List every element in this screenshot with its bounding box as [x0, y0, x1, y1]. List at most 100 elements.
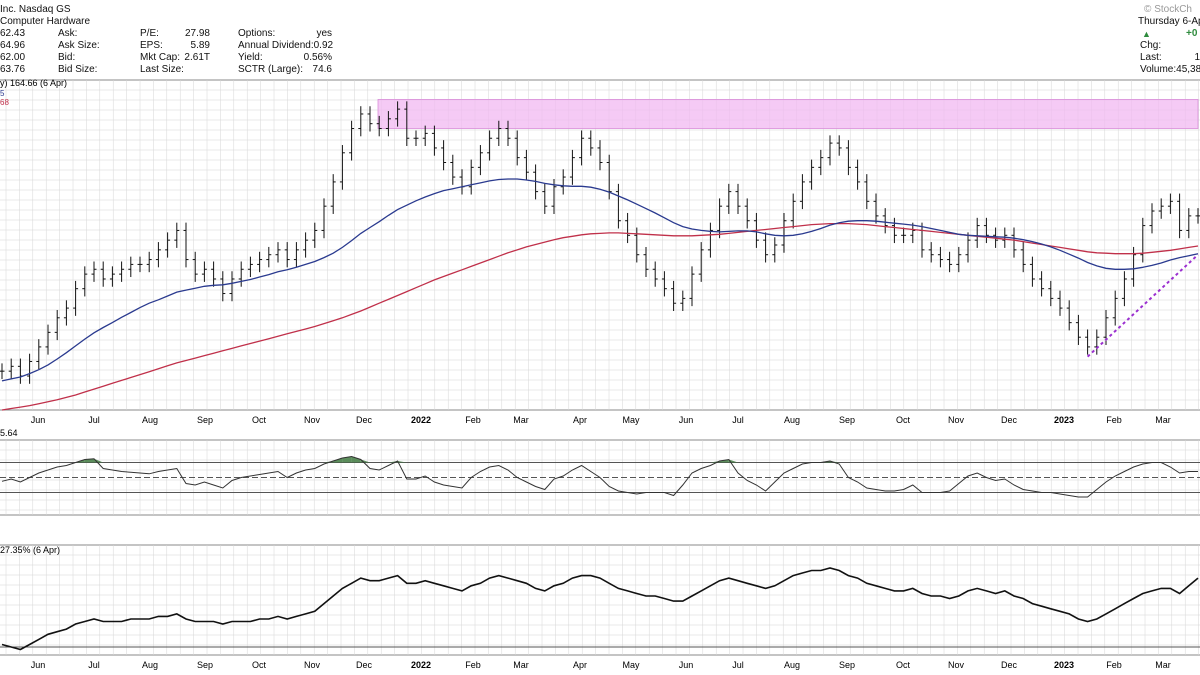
x-tick-label: 2023: [1054, 415, 1074, 425]
quote-last-value: 62.00: [0, 52, 26, 63]
x-tick-label: Nov: [304, 415, 321, 425]
rsi-legend: 5.64: [0, 428, 18, 438]
relative-line: [1, 567, 1199, 651]
x-tick-label: Jul: [88, 415, 100, 425]
up-arrow-icon: ▲: [1142, 29, 1151, 39]
x-tick-label: Oct: [896, 660, 911, 670]
extra-row: SCTR (Large): 74.6: [238, 64, 332, 76]
x-tick-label: Jul: [732, 415, 744, 425]
quote-row: 64.96 Ask Size:: [0, 40, 130, 52]
price-legend: y) 164.66 (6 Apr): [0, 78, 67, 88]
quote-block: 62.43 Ask: 64.96 Ask Size: 62.00 Bid: 63.76 Bid…: [0, 28, 130, 76]
x-tick-label: Nov: [304, 660, 321, 670]
x-tick-label: Mar: [1155, 660, 1171, 670]
moving-averages: [1, 178, 1199, 411]
right-row-value: 45,38: [1176, 64, 1200, 75]
x-tick-label: Jul: [732, 660, 744, 670]
right-row-value: 1: [1194, 52, 1200, 63]
x-tick-label: Sep: [839, 415, 855, 425]
quote-label: Ask Size:: [58, 40, 100, 51]
extra-row-value: 74.6: [312, 64, 332, 75]
x-tick-label: Dec: [1001, 415, 1018, 425]
extras-block: Options: yes Annual Dividend: 0.92 Yield: 0.5…: [238, 28, 334, 76]
relative-panel: [0, 567, 1200, 651]
x-tick-label: Sep: [197, 415, 213, 425]
x-tick-label: Oct: [896, 415, 911, 425]
right-row: Chg:: [1140, 40, 1200, 52]
fundamental-row-label: EPS:: [140, 40, 163, 51]
ma50-line: [1, 178, 1199, 382]
rsi-overbought-fill: [397, 461, 407, 463]
fundamental-row-value: 2.61T: [184, 52, 210, 63]
resistance-zone: [377, 99, 1199, 129]
x-tick-label: Nov: [948, 415, 965, 425]
right-row-label: Chg:: [1140, 40, 1162, 51]
quote-last-value: 62.43: [0, 28, 26, 39]
right-row: Volume: 45,38: [1140, 64, 1200, 76]
quote-last-value: 64.96: [0, 40, 26, 51]
quote-row: 62.00 Bid:: [0, 52, 130, 64]
quote-row: 62.43 Ask:: [0, 28, 130, 40]
x-tick-label: Jun: [31, 660, 46, 670]
quote-row: 63.76 Bid Size:: [0, 64, 130, 76]
quote-label: Bid:: [58, 52, 76, 63]
fundamental-row-label: P/E:: [140, 28, 159, 39]
extra-row: Options: yes: [238, 28, 332, 40]
x-tick-label: Aug: [142, 660, 158, 670]
x-tick-label: Dec: [356, 660, 373, 670]
extra-row-label: SCTR (Large):: [238, 64, 304, 75]
fundamentals-block: P/E: 27.98 EPS: 5.89 Mkt Cap: 2.61T Last Size:: [140, 28, 210, 76]
extra-row: Annual Dividend: 0.92: [238, 40, 334, 52]
fundamental-row: EPS: 5.89: [140, 40, 210, 52]
x-tick-label: 2023: [1054, 660, 1074, 670]
x-tick-label: Nov: [948, 660, 965, 670]
quote-label: Ask:: [58, 28, 78, 39]
resistance-rect: [377, 99, 1199, 129]
extra-row-label: Yield:: [238, 52, 263, 63]
rsi-line: [1, 455, 1198, 498]
ma200-line: [1, 222, 1199, 411]
x-tick-label: Mar: [513, 415, 529, 425]
x-tick-label: Aug: [142, 415, 158, 425]
x-tick-label: Sep: [839, 660, 855, 670]
x-tick-label: Jun: [679, 415, 694, 425]
quote-label: Bid Size:: [58, 64, 98, 75]
x-tick-label: Sep: [197, 660, 213, 670]
right-quote-block: Chg: Last: 1 Volume: 45,38: [1140, 40, 1200, 76]
extra-row-label: Options:: [238, 28, 276, 39]
rsi-overbought-fill: [728, 459, 738, 463]
extra-row-label: Annual Dividend:: [238, 40, 314, 51]
x-tick-label: Oct: [252, 660, 267, 670]
x-tick-label: Jul: [88, 660, 100, 670]
x-tick-label: Apr: [573, 415, 587, 425]
x-tick-label: 2022: [411, 415, 431, 425]
fundamental-row-value: 5.89: [190, 40, 210, 51]
x-tick-label: Feb: [1106, 660, 1122, 670]
x-tick-label: Apr: [573, 660, 587, 670]
extra-row-value: 0.92: [313, 40, 334, 51]
change-value: +0: [1186, 28, 1198, 39]
x-tick-label: Mar: [513, 660, 529, 670]
x-tick-label: May: [622, 660, 640, 670]
price-series: [0, 101, 1200, 384]
support-trendline: [1086, 253, 1199, 358]
right-row-label: Volume:: [1140, 64, 1177, 75]
ma-long-legend: 68: [0, 98, 9, 107]
x-tick-label: Aug: [784, 660, 800, 670]
x-tick-label: May: [622, 415, 640, 425]
x-tick-label: Oct: [252, 415, 267, 425]
rsi-overbought-fill: [351, 456, 361, 463]
x-tick-label: Aug: [784, 415, 800, 425]
fundamental-row-value: 27.98: [184, 28, 210, 39]
fundamental-row-label: Mkt Cap:: [140, 52, 181, 63]
x-tick-label: Mar: [1155, 415, 1171, 425]
rsi-panel: [0, 455, 1200, 498]
right-row: Last: 1: [1140, 52, 1200, 64]
watermark: © StockCh: [1144, 4, 1192, 15]
fundamental-row: Last Size:: [140, 64, 210, 76]
trendline: [1086, 253, 1199, 358]
fundamental-row-label: Last Size:: [140, 64, 184, 75]
industry-label: Computer Hardware: [0, 16, 91, 27]
company-name: Inc. Nasdaq GS: [0, 4, 71, 15]
fundamental-row: P/E: 27.98: [140, 28, 210, 40]
